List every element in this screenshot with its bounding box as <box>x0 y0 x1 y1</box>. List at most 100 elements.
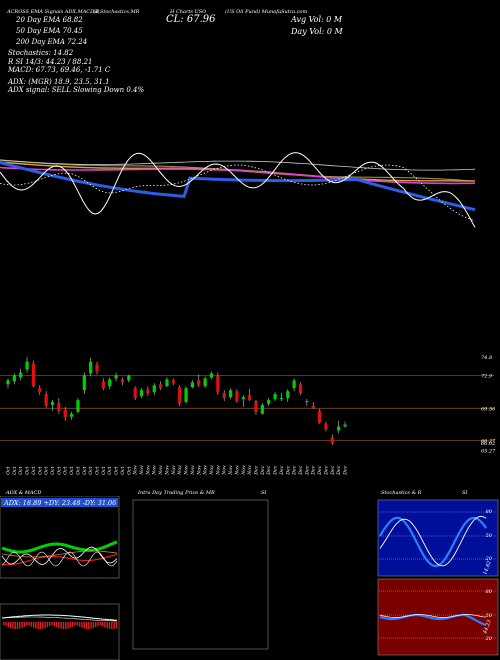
candle-body <box>127 375 131 381</box>
macd-histogram-bar <box>51 622 53 626</box>
stoch-d-line <box>379 515 487 567</box>
macd-histogram-bar <box>28 622 30 626</box>
candle <box>146 386 150 397</box>
macd-lines <box>1 614 118 629</box>
date-tick-label: 03 Nov <box>133 465 139 475</box>
date-tick-label: 09 Dec <box>292 465 298 475</box>
price-level-label: 66.27 <box>481 439 496 445</box>
macd-histogram-bar <box>46 622 49 628</box>
candles <box>6 356 347 446</box>
date-tick-label: 10 Nov <box>164 465 170 475</box>
candle-body <box>165 379 169 387</box>
macd-histogram-bar <box>81 622 83 628</box>
candle-body <box>76 400 80 412</box>
candle-body <box>25 361 29 370</box>
date-tick-label: 12 Nov <box>177 465 183 475</box>
date-tick-label: 09 Oct <box>25 466 31 475</box>
candle-body <box>146 389 150 394</box>
macd-histogram-bar <box>9 622 12 629</box>
macd-histogram-bar <box>16 622 19 629</box>
macd-histogram-bar <box>74 622 76 626</box>
rsi-last-value: 44.23 <box>482 619 493 635</box>
candle-body <box>317 410 322 423</box>
date-tick-label: 25 Nov <box>234 465 240 475</box>
date-tick-label: 31 Oct <box>126 466 132 475</box>
candle <box>159 381 163 391</box>
candle <box>209 371 214 380</box>
candle <box>133 386 137 400</box>
candle <box>248 389 252 401</box>
macd-histogram-bar <box>19 622 21 629</box>
date-tick-label: 08 Dec <box>285 465 291 475</box>
candle-body <box>190 382 194 388</box>
candle-body <box>69 413 74 417</box>
ema20-label: 20 Day EMA 68.82 <box>16 16 83 24</box>
candle-body <box>209 373 214 378</box>
candle-body <box>298 384 303 394</box>
candle-body <box>95 364 99 372</box>
candle <box>38 385 42 396</box>
candle <box>298 382 303 396</box>
macd-line <box>1 614 118 621</box>
date-tick-label: 04 Nov <box>139 465 145 475</box>
date-tick-label: 12 Dec <box>311 465 317 475</box>
candle <box>337 420 341 434</box>
macd-histogram-bar <box>85 622 88 629</box>
rsi-level-80: 80 <box>486 589 493 595</box>
candle <box>184 386 188 404</box>
header-item: ACROSS EMA Signals ADX,MACD,B <box>7 9 100 15</box>
candle <box>44 391 48 408</box>
header-item-2: SI,Stochastics,MR <box>93 9 140 15</box>
adx-minus-di-line <box>1 553 118 566</box>
candle <box>63 406 67 421</box>
date-tick-label: 24 Nov <box>228 465 234 475</box>
candle-body <box>343 424 347 427</box>
candle <box>324 421 328 432</box>
macd-histogram-bar <box>113 622 115 629</box>
candle-body <box>254 400 258 412</box>
intraday-panel-title: Intra Day Trading Price & MR <box>138 490 215 496</box>
candle <box>127 374 131 383</box>
price-level-label: 66.02 <box>481 441 495 447</box>
candle <box>311 401 315 409</box>
candle-body <box>159 384 163 389</box>
macd-histogram-bar <box>115 622 118 629</box>
macd-histogram-bar <box>42 622 44 629</box>
rsi-level-50: 50 <box>486 613 493 619</box>
price-level-label: 74.8 <box>481 355 492 361</box>
date-tick-label: 18 Dec <box>336 465 342 475</box>
rsi-signal-line <box>379 614 487 618</box>
candle-body <box>108 379 112 387</box>
candle <box>292 378 296 392</box>
date-tick-label: 11 Dec <box>304 465 310 475</box>
macd-histogram-bar <box>5 622 7 627</box>
candle <box>76 398 80 414</box>
candle <box>305 399 309 406</box>
macd-histogram-bar <box>7 622 9 628</box>
macd-panel-frame <box>0 603 120 660</box>
candle <box>216 372 220 396</box>
adx-values-bar <box>1 498 118 507</box>
candle-body <box>228 390 233 398</box>
header-strip: ACROSS EMA Signals ADX,MACD,B <box>7 9 99 15</box>
date-tick-label: 01 Dec <box>253 465 259 475</box>
macd-histogram-bar <box>88 622 90 629</box>
header-item-4: (US Oil Fund) MunafaSutra.com <box>225 9 308 15</box>
candle <box>50 400 55 411</box>
date-tick-label: 29 Oct <box>114 466 120 475</box>
date-tick-label: 03 Dec <box>266 465 272 475</box>
candle-body <box>44 394 48 406</box>
price-level-label: 65.27 <box>481 448 496 454</box>
date-tick-label: 21 Oct <box>75 466 81 475</box>
candle-body <box>139 390 144 397</box>
date-tick-label: 14 Oct <box>44 466 50 475</box>
candle-body <box>6 380 10 385</box>
candle-body <box>31 363 36 387</box>
macd-histogram-bar <box>65 622 67 629</box>
candle <box>108 377 112 390</box>
date-tick-label: 28 Nov <box>247 465 253 475</box>
ema-fast-blue-line <box>0 160 476 212</box>
candle-body <box>50 401 55 405</box>
macd-histogram-bar <box>58 622 60 629</box>
